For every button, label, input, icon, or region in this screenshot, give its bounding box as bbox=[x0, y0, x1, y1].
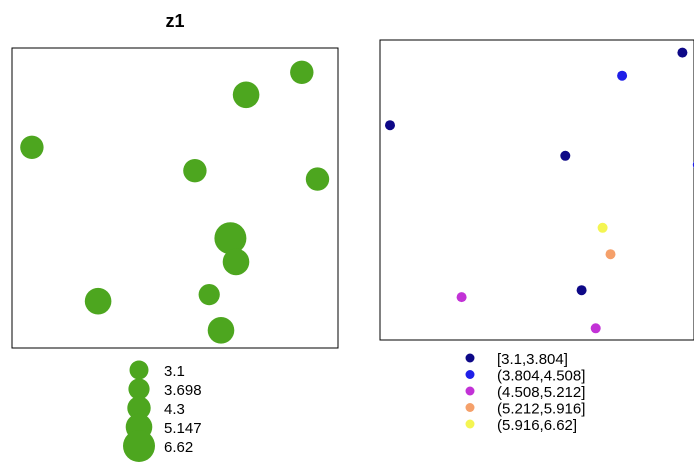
data-point bbox=[290, 60, 314, 84]
legend-symbol bbox=[123, 430, 155, 462]
data-point bbox=[183, 159, 207, 183]
data-point bbox=[617, 70, 628, 81]
legend-symbol bbox=[127, 396, 151, 420]
data-point bbox=[232, 81, 260, 109]
legend-label: 5.147 bbox=[164, 420, 202, 437]
data-point bbox=[590, 323, 601, 334]
size-legend: 3.1 3.698 4.3 5.147 6.62 bbox=[123, 360, 202, 462]
legend-label: 6.62 bbox=[164, 439, 193, 456]
data-point bbox=[222, 248, 250, 276]
data-point bbox=[597, 222, 608, 233]
legend-label: (4.508,5.212] bbox=[497, 384, 585, 401]
legend-label: (3.804,4.508] bbox=[497, 368, 585, 385]
chart-title: z1 bbox=[165, 11, 184, 31]
legend-symbol bbox=[128, 378, 150, 400]
legend-symbol bbox=[465, 370, 475, 379]
size-points bbox=[20, 60, 330, 344]
data-point bbox=[576, 285, 587, 296]
legend-label: 3.698 bbox=[164, 382, 202, 399]
data-point bbox=[385, 120, 395, 131]
legend-label: 4.3 bbox=[164, 401, 185, 418]
legend-symbol bbox=[465, 353, 475, 363]
plot-frame bbox=[11, 47, 339, 349]
legend-symbol bbox=[465, 403, 475, 412]
data-point bbox=[560, 150, 571, 161]
data-point bbox=[677, 47, 688, 58]
data-point bbox=[198, 284, 220, 306]
legend-label: (5.212,5.916] bbox=[497, 401, 585, 418]
color-chart: [3.1,3.804](3.804,4.508](4.508,5.212](5.… bbox=[379, 39, 694, 434]
legend-symbol bbox=[465, 419, 475, 429]
legend-symbol bbox=[465, 386, 475, 396]
legend-label: (5.916,6.62] bbox=[497, 417, 577, 434]
data-point bbox=[214, 222, 247, 255]
color-points bbox=[385, 47, 694, 334]
data-point bbox=[456, 292, 467, 303]
data-point bbox=[305, 167, 330, 191]
color-legend: [3.1,3.804](3.804,4.508](4.508,5.212](5.… bbox=[465, 351, 585, 434]
data-point bbox=[207, 317, 235, 344]
plot-frame bbox=[379, 39, 694, 341]
legend-symbol bbox=[129, 360, 149, 380]
data-point bbox=[84, 287, 112, 315]
size-chart: z1 3.1 3.698 4.3 5.147 6.62 bbox=[11, 11, 339, 462]
data-point bbox=[20, 135, 44, 159]
legend-label: [3.1,3.804] bbox=[497, 351, 568, 368]
legend-label: 3.1 bbox=[164, 363, 185, 380]
data-point bbox=[605, 249, 616, 260]
